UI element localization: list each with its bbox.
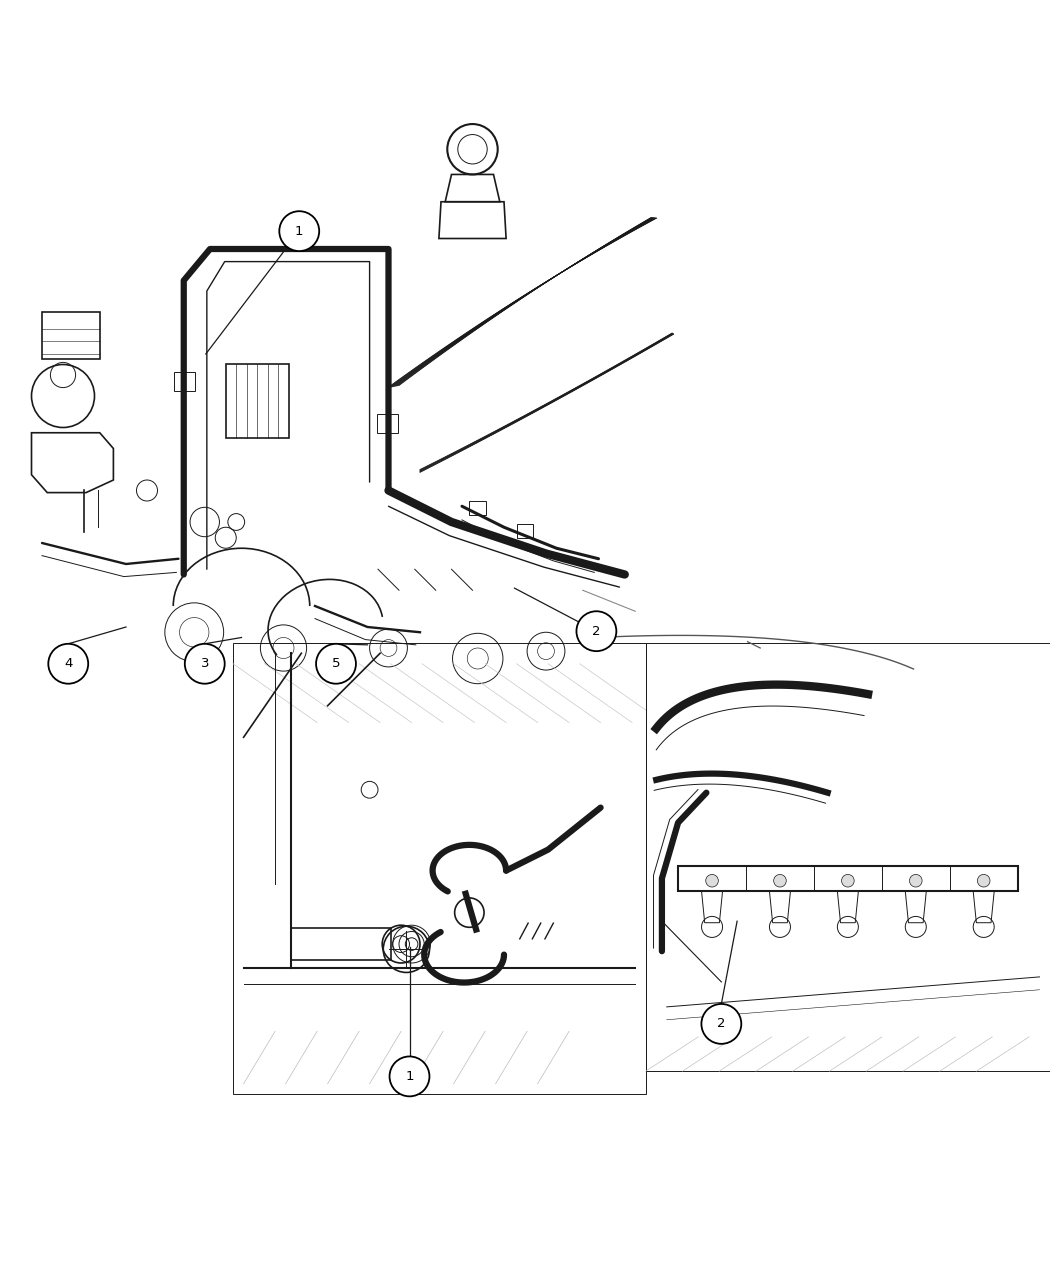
Circle shape (279, 212, 319, 251)
Circle shape (842, 875, 855, 887)
Text: 1: 1 (295, 224, 303, 237)
Text: 2: 2 (592, 625, 601, 638)
Text: 1: 1 (405, 1070, 414, 1082)
Circle shape (909, 875, 922, 887)
Text: 2: 2 (717, 1017, 726, 1030)
Circle shape (576, 611, 616, 652)
Circle shape (706, 875, 718, 887)
Circle shape (390, 1057, 429, 1096)
Text: 3: 3 (201, 657, 209, 671)
Circle shape (316, 644, 356, 683)
Circle shape (48, 644, 88, 683)
Text: 4: 4 (64, 657, 72, 671)
Circle shape (774, 875, 786, 887)
Text: 5: 5 (332, 657, 340, 671)
Circle shape (185, 644, 225, 683)
Circle shape (701, 1003, 741, 1044)
Circle shape (978, 875, 990, 887)
